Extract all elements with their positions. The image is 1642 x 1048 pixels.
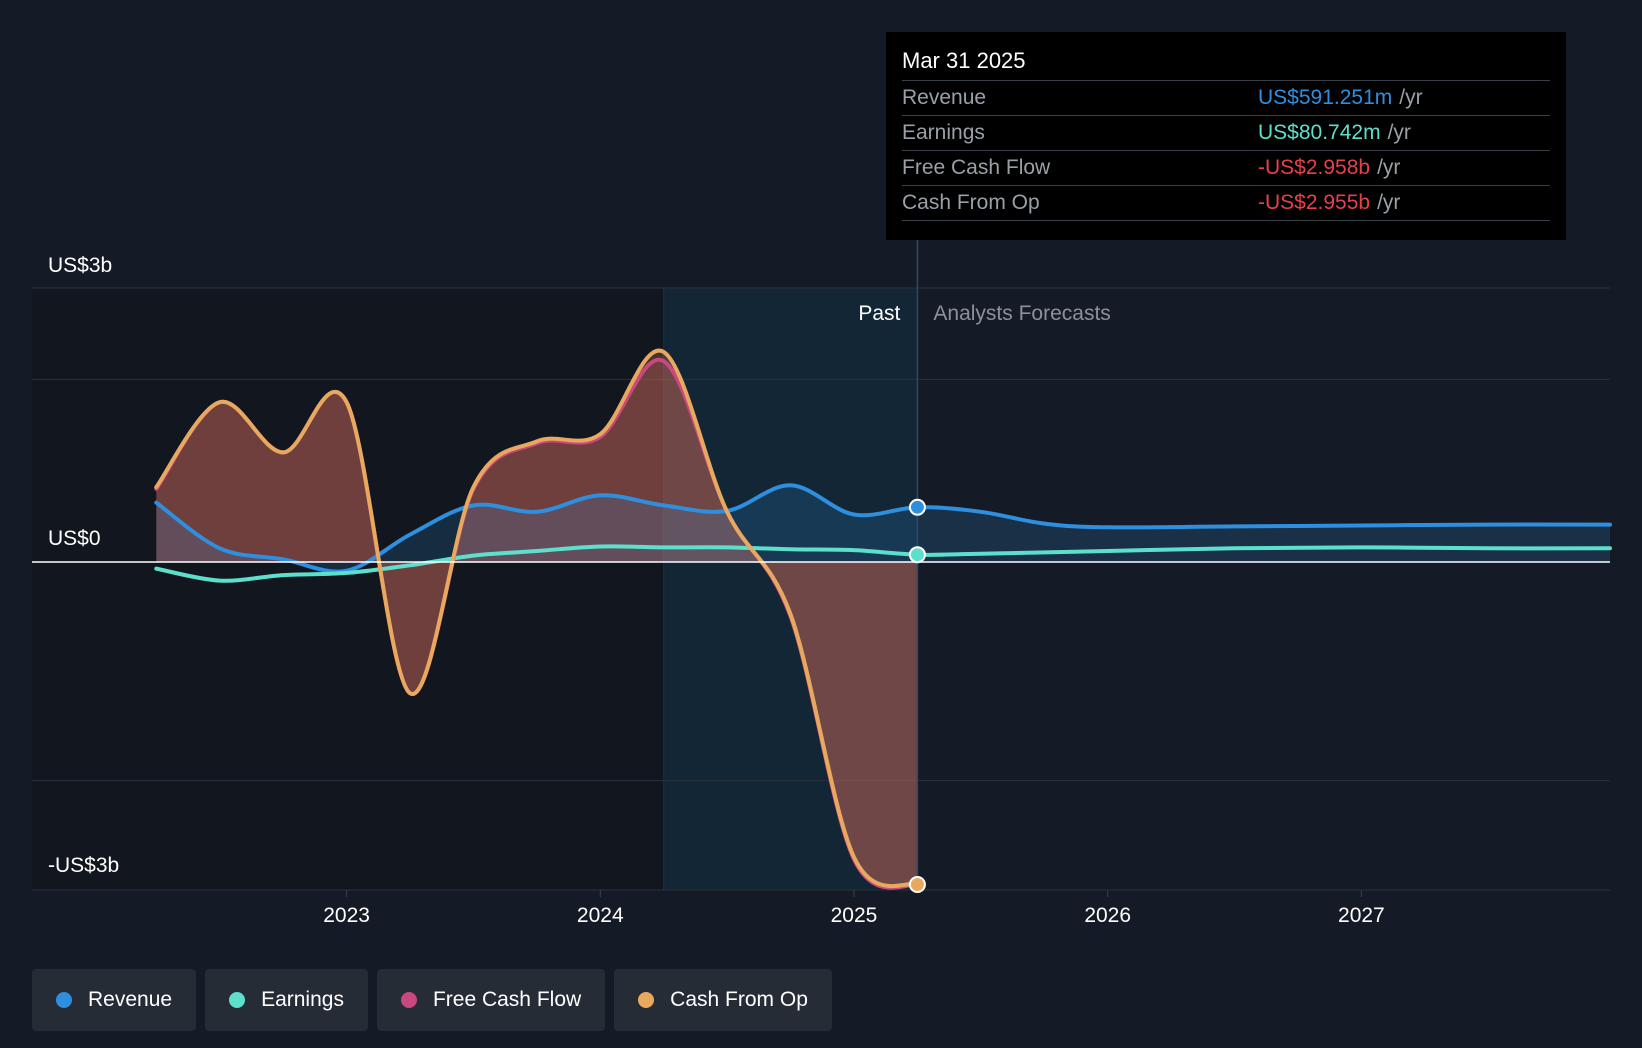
legend-label: Revenue [88, 988, 173, 1011]
tooltip-label: Revenue [902, 86, 987, 109]
legend-label: Earnings [261, 988, 344, 1011]
tooltip-label: Cash From Op [902, 191, 1040, 214]
revenue-marker [908, 498, 926, 516]
legend-item-revenue[interactable]: Revenue [32, 969, 197, 1031]
tooltip-value: -US$2.958b [1258, 156, 1371, 179]
cash-from-op-marker [908, 876, 926, 894]
free-cash-flow-area [156, 359, 918, 888]
data-tooltip: Mar 31 2025 Revenue US$591.251m /yr Earn… [886, 32, 1566, 240]
y-tick-label-zero: US$0 [48, 527, 101, 550]
earnings-line [154, 544, 1612, 583]
free-cash-flow-dot-icon [400, 992, 417, 1008]
tooltip-unit: /yr [1377, 156, 1401, 179]
tooltip-unit: /yr [1387, 121, 1411, 144]
y-tick-label-top: US$3b [48, 254, 112, 277]
legend-item-free-cash-flow[interactable]: Free Cash Flow [376, 969, 606, 1031]
earnings-dot-icon [229, 992, 246, 1008]
series-lines [154, 348, 1612, 890]
revenue-dot-icon [56, 992, 72, 1008]
legend-label: Free Cash Flow [432, 988, 582, 1011]
legend-item-earnings[interactable]: Earnings [205, 969, 368, 1031]
tooltip-label: Earnings [902, 121, 985, 144]
forecast-label: Analysts Forecasts [933, 302, 1110, 325]
legend-item-cash-from-op[interactable]: Cash From Op [614, 969, 832, 1031]
cash-from-op-area [156, 350, 918, 887]
tooltip-unit: /yr [1399, 86, 1423, 109]
tooltip-label: Free Cash Flow [902, 156, 1051, 179]
series-markers [908, 498, 926, 894]
tooltip-row-free-cash-flow: Free Cash Flow -US$2.958b /yr [902, 151, 1550, 186]
x-axis-ticks: 2023 2024 2025 2026 2027 [323, 890, 1385, 927]
past-region-highlight [663, 288, 918, 890]
x-tick-label: 2024 [577, 904, 624, 927]
past-label: Past [858, 302, 900, 325]
history-region-shade [32, 288, 664, 890]
tooltip-date: Mar 31 2025 [902, 46, 1550, 81]
x-tick-label: 2025 [831, 904, 878, 927]
legend-label: Cash From Op [670, 988, 808, 1011]
revenue-line [154, 483, 1612, 574]
chart-legend: Revenue Earnings Free Cash Flow Cash Fro… [32, 969, 832, 1031]
tooltip-row-revenue: Revenue US$591.251m /yr [902, 81, 1550, 116]
gridlines [32, 287, 1610, 891]
cash-from-op-dot-icon [638, 992, 655, 1008]
x-tick-label: 2027 [1338, 904, 1385, 927]
tooltip-value: -US$2.955b [1258, 191, 1371, 214]
cash-from-op-line [154, 348, 920, 889]
tooltip-value: US$591.251m [1258, 86, 1393, 109]
tooltip-row-cash-from-op: Cash From Op -US$2.955b /yr [902, 186, 1550, 221]
x-tick-label: 2026 [1084, 904, 1131, 927]
x-tick-label: 2023 [323, 904, 370, 927]
earnings-marker [908, 546, 926, 564]
tooltip-unit: /yr [1377, 191, 1401, 214]
tooltip-value: US$80.742m [1258, 121, 1381, 144]
y-tick-label-bottom: -US$3b [48, 854, 119, 877]
tooltip-row-earnings: Earnings US$80.742m /yr [902, 116, 1550, 151]
